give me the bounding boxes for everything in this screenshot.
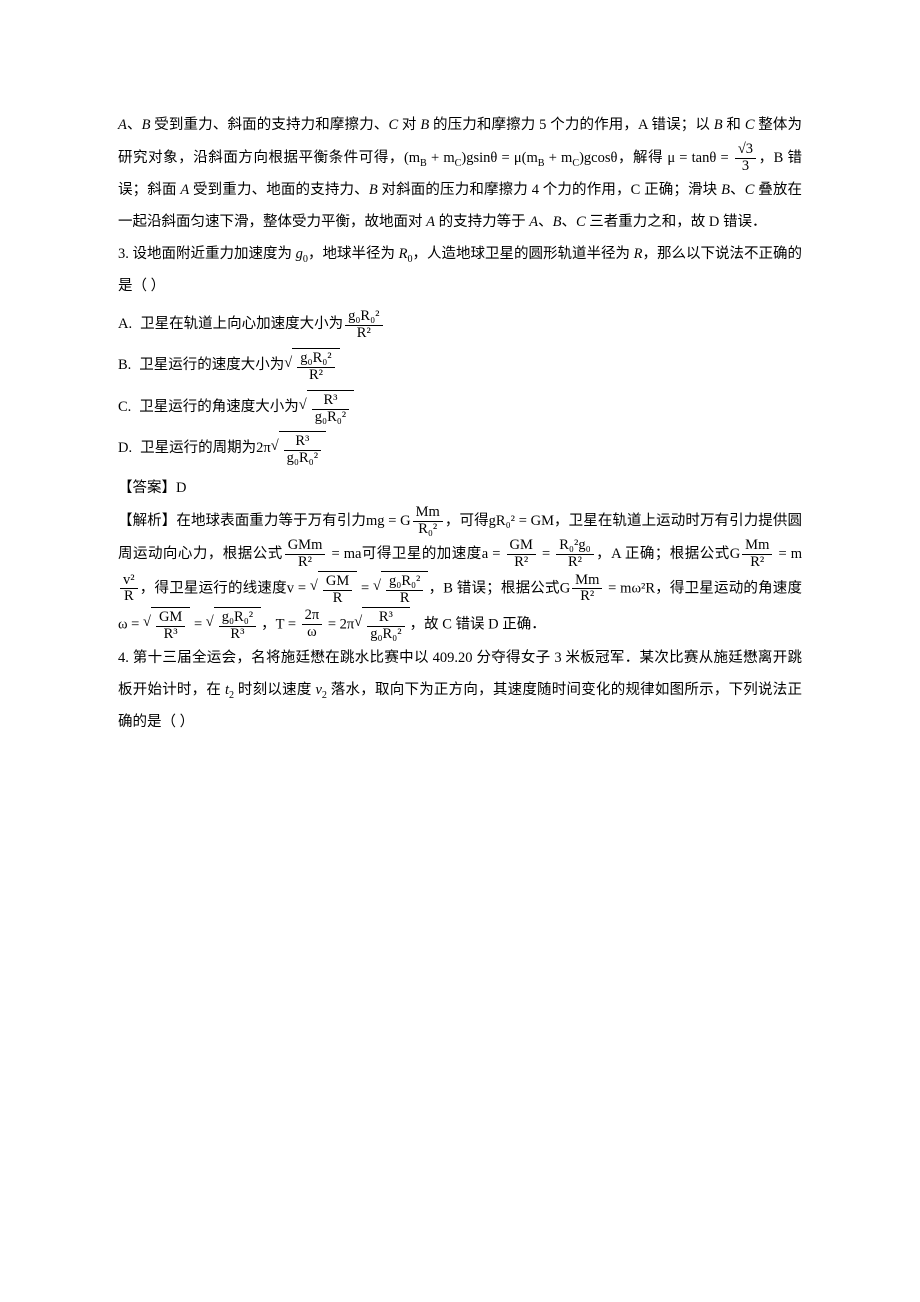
formula-v: √g₀R₀²R² xyxy=(284,348,339,384)
eq: ω = xyxy=(118,616,143,632)
text: ，人造地球卫星的圆形轨道半径为 xyxy=(413,246,634,262)
option-D: D. 卫星运行的周期为 2π √R³g₀R₀² xyxy=(118,431,802,467)
eq: G xyxy=(560,580,570,596)
text: 和 xyxy=(723,117,745,133)
formula-a: g₀R₀²R² xyxy=(345,309,382,342)
option-text: 卫星在轨道上向心加速度大小为 xyxy=(140,309,343,341)
text: 对斜面的压力和摩擦力 4 个力的作用，C 正确；滑块 xyxy=(378,182,721,198)
text: 、 xyxy=(561,214,576,230)
equation-balance: (mB + mC)gsinθ = μ(mB + mC)gcosθ xyxy=(404,150,618,166)
eq: = mω²R xyxy=(604,580,655,596)
var-B: B xyxy=(142,117,151,133)
eq: = m xyxy=(774,546,802,562)
text: ，B 错误；根据公式 xyxy=(428,580,559,596)
fraction: MmR² xyxy=(572,573,602,606)
text: ，得卫星运行的线速度 xyxy=(140,580,287,596)
sqrt: √GMR xyxy=(310,571,357,607)
fraction: GMR² xyxy=(507,538,536,571)
eq: T = xyxy=(276,616,300,632)
text: ， xyxy=(261,616,276,632)
eq: = 2π xyxy=(324,616,354,632)
text: 的压力和摩擦力 5 个力的作用，A 错误；以 xyxy=(429,117,714,133)
coeff-2pi: 2π xyxy=(256,433,271,465)
var-A: A xyxy=(180,182,189,198)
text: 时刻以速度 xyxy=(234,682,315,698)
text: 3. 设地面附近重力加速度为 xyxy=(118,246,296,262)
text: ，地球半径为 xyxy=(308,246,399,262)
option-label: C. xyxy=(118,392,131,424)
eq: gR₀² = GM xyxy=(489,513,554,529)
formula-T: √R³g₀R₀² xyxy=(271,431,326,467)
text: ，得卫星运动的角速度 xyxy=(655,580,802,596)
document-page: A、B 受到重力、斜面的支持力和摩擦力、C 对 B 的压力和摩擦力 5 个力的作… xyxy=(0,0,920,1302)
text: 可得卫星的加速度 xyxy=(361,546,481,562)
text: ，故 C 错误 D 正确． xyxy=(410,616,546,632)
eq: = xyxy=(190,616,205,632)
eq: = ma xyxy=(327,546,361,562)
text: 受到重力、地面的支持力、 xyxy=(189,182,369,198)
text: 、 xyxy=(730,182,745,198)
option-text: 卫星运行的周期为 xyxy=(140,433,256,465)
answer-q3: 【答案】D xyxy=(118,473,802,505)
var-B: B xyxy=(369,182,378,198)
fraction: GMmR² xyxy=(285,538,326,571)
var-g: g xyxy=(296,246,303,262)
option-text: 卫星运行的角速度大小为 xyxy=(139,392,299,424)
option-text: 卫星运行的速度大小为 xyxy=(139,350,284,382)
var-A: A xyxy=(529,214,538,230)
fraction: MmR₀² xyxy=(413,505,443,538)
fraction: R₀²g₀R² xyxy=(556,538,593,571)
eq: G xyxy=(730,546,740,562)
option-B: B. 卫星运行的速度大小为 √g₀R₀²R² xyxy=(118,348,802,384)
text: ，解得 xyxy=(617,150,667,166)
var-B: B xyxy=(714,117,723,133)
text: 的支持力等于 xyxy=(435,214,529,230)
option-C: C. 卫星运行的角速度大小为 √R³g₀R₀² xyxy=(118,390,802,426)
sqrt: √g₀R₀²R xyxy=(373,571,428,607)
sqrt: √R³g₀R₀² xyxy=(354,607,409,643)
text: ，A 正确；根据公式 xyxy=(596,546,730,562)
var-A: A xyxy=(426,214,435,230)
eq: mg = G xyxy=(366,513,411,529)
var-C: C xyxy=(388,117,398,133)
option-label: A. xyxy=(118,309,132,341)
var-C: C xyxy=(576,214,586,230)
fraction: v²R xyxy=(120,573,138,606)
eq: v = xyxy=(287,580,310,596)
var-B: B xyxy=(420,117,429,133)
text: 受到重力、斜面的支持力和摩擦力、 xyxy=(151,117,389,133)
formula-omega: √R³g₀R₀² xyxy=(299,390,354,426)
eq: = xyxy=(538,546,554,562)
var-R: R xyxy=(634,246,643,262)
equation-mu: μ = tanθ = xyxy=(667,150,733,166)
explanation-q3: 【解析】在地球表面重力等于万有引力mg = GMmR₀²，可得gR₀² = GM… xyxy=(118,505,802,643)
fraction: MmR² xyxy=(742,538,772,571)
option-label: D. xyxy=(118,433,132,465)
paragraph-explanation-q2: A、B 受到重力、斜面的支持力和摩擦力、C 对 B 的压力和摩擦力 5 个力的作… xyxy=(118,110,802,239)
var-A: A xyxy=(118,117,127,133)
question-3-stem: 3. 设地面附近重力加速度为 g0，地球半径为 R0，人造地球卫星的圆形轨道半径… xyxy=(118,239,802,303)
question-4-stem: 4. 第十三届全运会，名将施廷懋在跳水比赛中以 409.20 分夺得女子 3 米… xyxy=(118,643,802,739)
sqrt: √GMR³ xyxy=(143,607,190,643)
text: 、 xyxy=(127,117,142,133)
fraction: 2πω xyxy=(302,608,323,641)
eq: = xyxy=(357,580,373,596)
text: 对 xyxy=(398,117,420,133)
option-label: B. xyxy=(118,350,131,382)
text: 【解析】在地球表面重力等于万有引力 xyxy=(118,513,366,529)
text: 三者重力之和，故 D 错误． xyxy=(586,214,767,230)
sqrt: √g₀R₀²R³ xyxy=(206,607,261,643)
var-C: C xyxy=(745,182,755,198)
var-B: B xyxy=(721,182,730,198)
option-A: A. 卫星在轨道上向心加速度大小为 g₀R₀²R² xyxy=(118,309,802,342)
fraction-root3-over-3: √33 xyxy=(735,142,756,175)
text: ，可得 xyxy=(445,513,489,529)
eq: a = xyxy=(482,546,505,562)
text: 、 xyxy=(538,214,553,230)
